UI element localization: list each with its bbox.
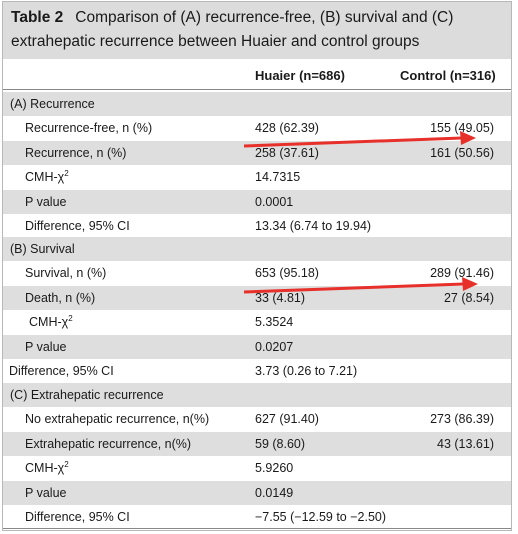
- table-row: Difference, 95% CI −7.55 (−12.59 to −2.50…: [3, 505, 511, 529]
- table-row: Extrahepatic recurrence, n(%) 59 (8.60) 43…: [3, 432, 511, 456]
- table-row: Recurrence, n (%) 258 (37.61) 161 (50.56): [3, 141, 511, 165]
- row-label-text: Difference, 95% CI: [9, 364, 114, 378]
- table-bottom-rule: [3, 528, 511, 529]
- table-header: Huaier (n=686) Control (n=316): [3, 60, 511, 90]
- cell-control: 161 (50.56): [430, 146, 494, 160]
- row-label-text: Survival, n (%): [25, 266, 107, 280]
- row-label-text: (C) Extrahepatic recurrence: [10, 388, 164, 402]
- row-label: (A) Recurrence: [10, 97, 95, 111]
- cell-huaier: 627 (91.40): [255, 412, 319, 426]
- table-row: P value 0.0207: [3, 335, 511, 359]
- row-label: Difference, 95% CI: [9, 364, 114, 378]
- row-label-text: Extrahepatic recurrence, n(%): [25, 437, 192, 451]
- cell-huaier: 13.34 (6.74 to 19.94): [255, 219, 372, 233]
- table-row: (A) Recurrence: [3, 92, 511, 116]
- cell-huaier: 258 (37.61): [255, 146, 319, 160]
- row-label: Extrahepatic recurrence, n(%): [25, 437, 191, 451]
- cell-huaier: 5.9260: [255, 461, 294, 475]
- row-label-text: (A) Recurrence: [10, 97, 95, 111]
- table-row: CMH-χ2 5.3524: [3, 310, 511, 334]
- row-label: CMH-χ2: [29, 314, 73, 330]
- cell-huaier: 59 (8.60): [255, 437, 306, 451]
- table-row: (B) Survival: [3, 237, 511, 261]
- row-label-text: P value: [25, 340, 67, 354]
- table-row: CMH-χ2 14.7315: [3, 165, 511, 189]
- cell-control: 155 (49.05): [430, 121, 494, 135]
- cell-huaier: 428 (62.39): [255, 121, 319, 135]
- row-label: P value: [25, 486, 66, 500]
- superscript: 2: [68, 314, 73, 323]
- row-label: Difference, 95% CI: [25, 219, 130, 233]
- row-label-text: CMH-χ: [29, 315, 69, 329]
- row-label-text: CMH-χ: [25, 170, 65, 184]
- table-title: Table 2 Comparison of (A) recurrence-free…: [3, 2, 511, 59]
- cell-control: 273 (86.39): [430, 412, 494, 426]
- table-row: No extrahepatic recurrence, n(%) 627 (91.…: [3, 407, 511, 431]
- row-label-text: Difference, 95% CI: [25, 510, 130, 524]
- cell-control: 27 (8.54): [443, 291, 494, 305]
- cell-huaier: 14.7315: [255, 170, 301, 184]
- table-row: (C) Extrahepatic recurrence: [3, 383, 511, 407]
- row-label: CMH-χ2: [25, 460, 69, 476]
- row-label-text: Recurrence-free, n (%): [25, 121, 153, 135]
- cell-control: 289 (91.46): [430, 266, 494, 280]
- row-label-text: P value: [25, 486, 67, 500]
- column-header-control: Control (n=316): [400, 68, 496, 83]
- row-label: CMH-χ2: [25, 169, 69, 185]
- row-label: Recurrence-free, n (%): [25, 121, 152, 135]
- row-label: Difference, 95% CI: [25, 510, 130, 524]
- row-label-text: Difference, 95% CI: [25, 219, 130, 233]
- table-row: Difference, 95% CI 13.34 (6.74 to 19.94): [3, 214, 511, 238]
- table-caption: Comparison of (A) recurrence-free, (B) s…: [11, 9, 454, 50]
- row-label-text: P value: [25, 195, 67, 209]
- table-row: CMH-χ2 5.9260: [3, 456, 511, 480]
- column-header-huaier: Huaier (n=686): [255, 68, 345, 83]
- row-label-text: Death, n (%): [25, 291, 96, 305]
- table-row: Difference, 95% CI 3.73 (0.26 to 7.21): [3, 359, 511, 383]
- table-frame: [2, 1, 512, 531]
- cell-huaier: 5.3524: [255, 315, 294, 329]
- table-row: P value 0.0001: [3, 190, 511, 214]
- row-label: (B) Survival: [10, 242, 75, 256]
- cell-huaier: 0.0207: [255, 340, 294, 354]
- cell-huaier: 3.73 (0.26 to 7.21): [255, 364, 358, 378]
- cell-huaier: −7.55 (−12.59 to −2.50): [255, 510, 387, 524]
- cell-huaier: 33 (4.81): [255, 291, 306, 305]
- cell-huaier: 653 (95.18): [255, 266, 319, 280]
- table-row: P value 0.0149: [3, 481, 511, 505]
- cell-huaier: 0.0149: [255, 486, 294, 500]
- row-label: Recurrence, n (%): [25, 146, 126, 160]
- table-number: Table 2: [11, 9, 64, 26]
- row-label-text: (B) Survival: [10, 242, 75, 256]
- row-label: P value: [25, 195, 66, 209]
- row-label: P value: [25, 340, 66, 354]
- row-label: Death, n (%): [25, 291, 95, 305]
- row-label-text: No extrahepatic recurrence, n(%): [25, 412, 210, 426]
- cell-control: 43 (13.61): [437, 437, 494, 451]
- row-label-text: CMH-χ: [25, 461, 65, 475]
- row-label: Survival, n (%): [25, 266, 106, 280]
- table-row: Death, n (%) 33 (4.81) 27 (8.54): [3, 286, 511, 310]
- superscript: 2: [64, 460, 69, 469]
- superscript: 2: [64, 169, 69, 178]
- table-row: Recurrence-free, n (%) 428 (62.39) 155 (49…: [3, 116, 511, 140]
- row-label: (C) Extrahepatic recurrence: [10, 388, 164, 402]
- row-label: No extrahepatic recurrence, n(%): [25, 412, 209, 426]
- row-label-text: Recurrence, n (%): [25, 146, 127, 160]
- cell-huaier: 0.0001: [255, 195, 294, 209]
- table-row: Survival, n (%) 653 (95.18) 289 (91.46): [3, 261, 511, 285]
